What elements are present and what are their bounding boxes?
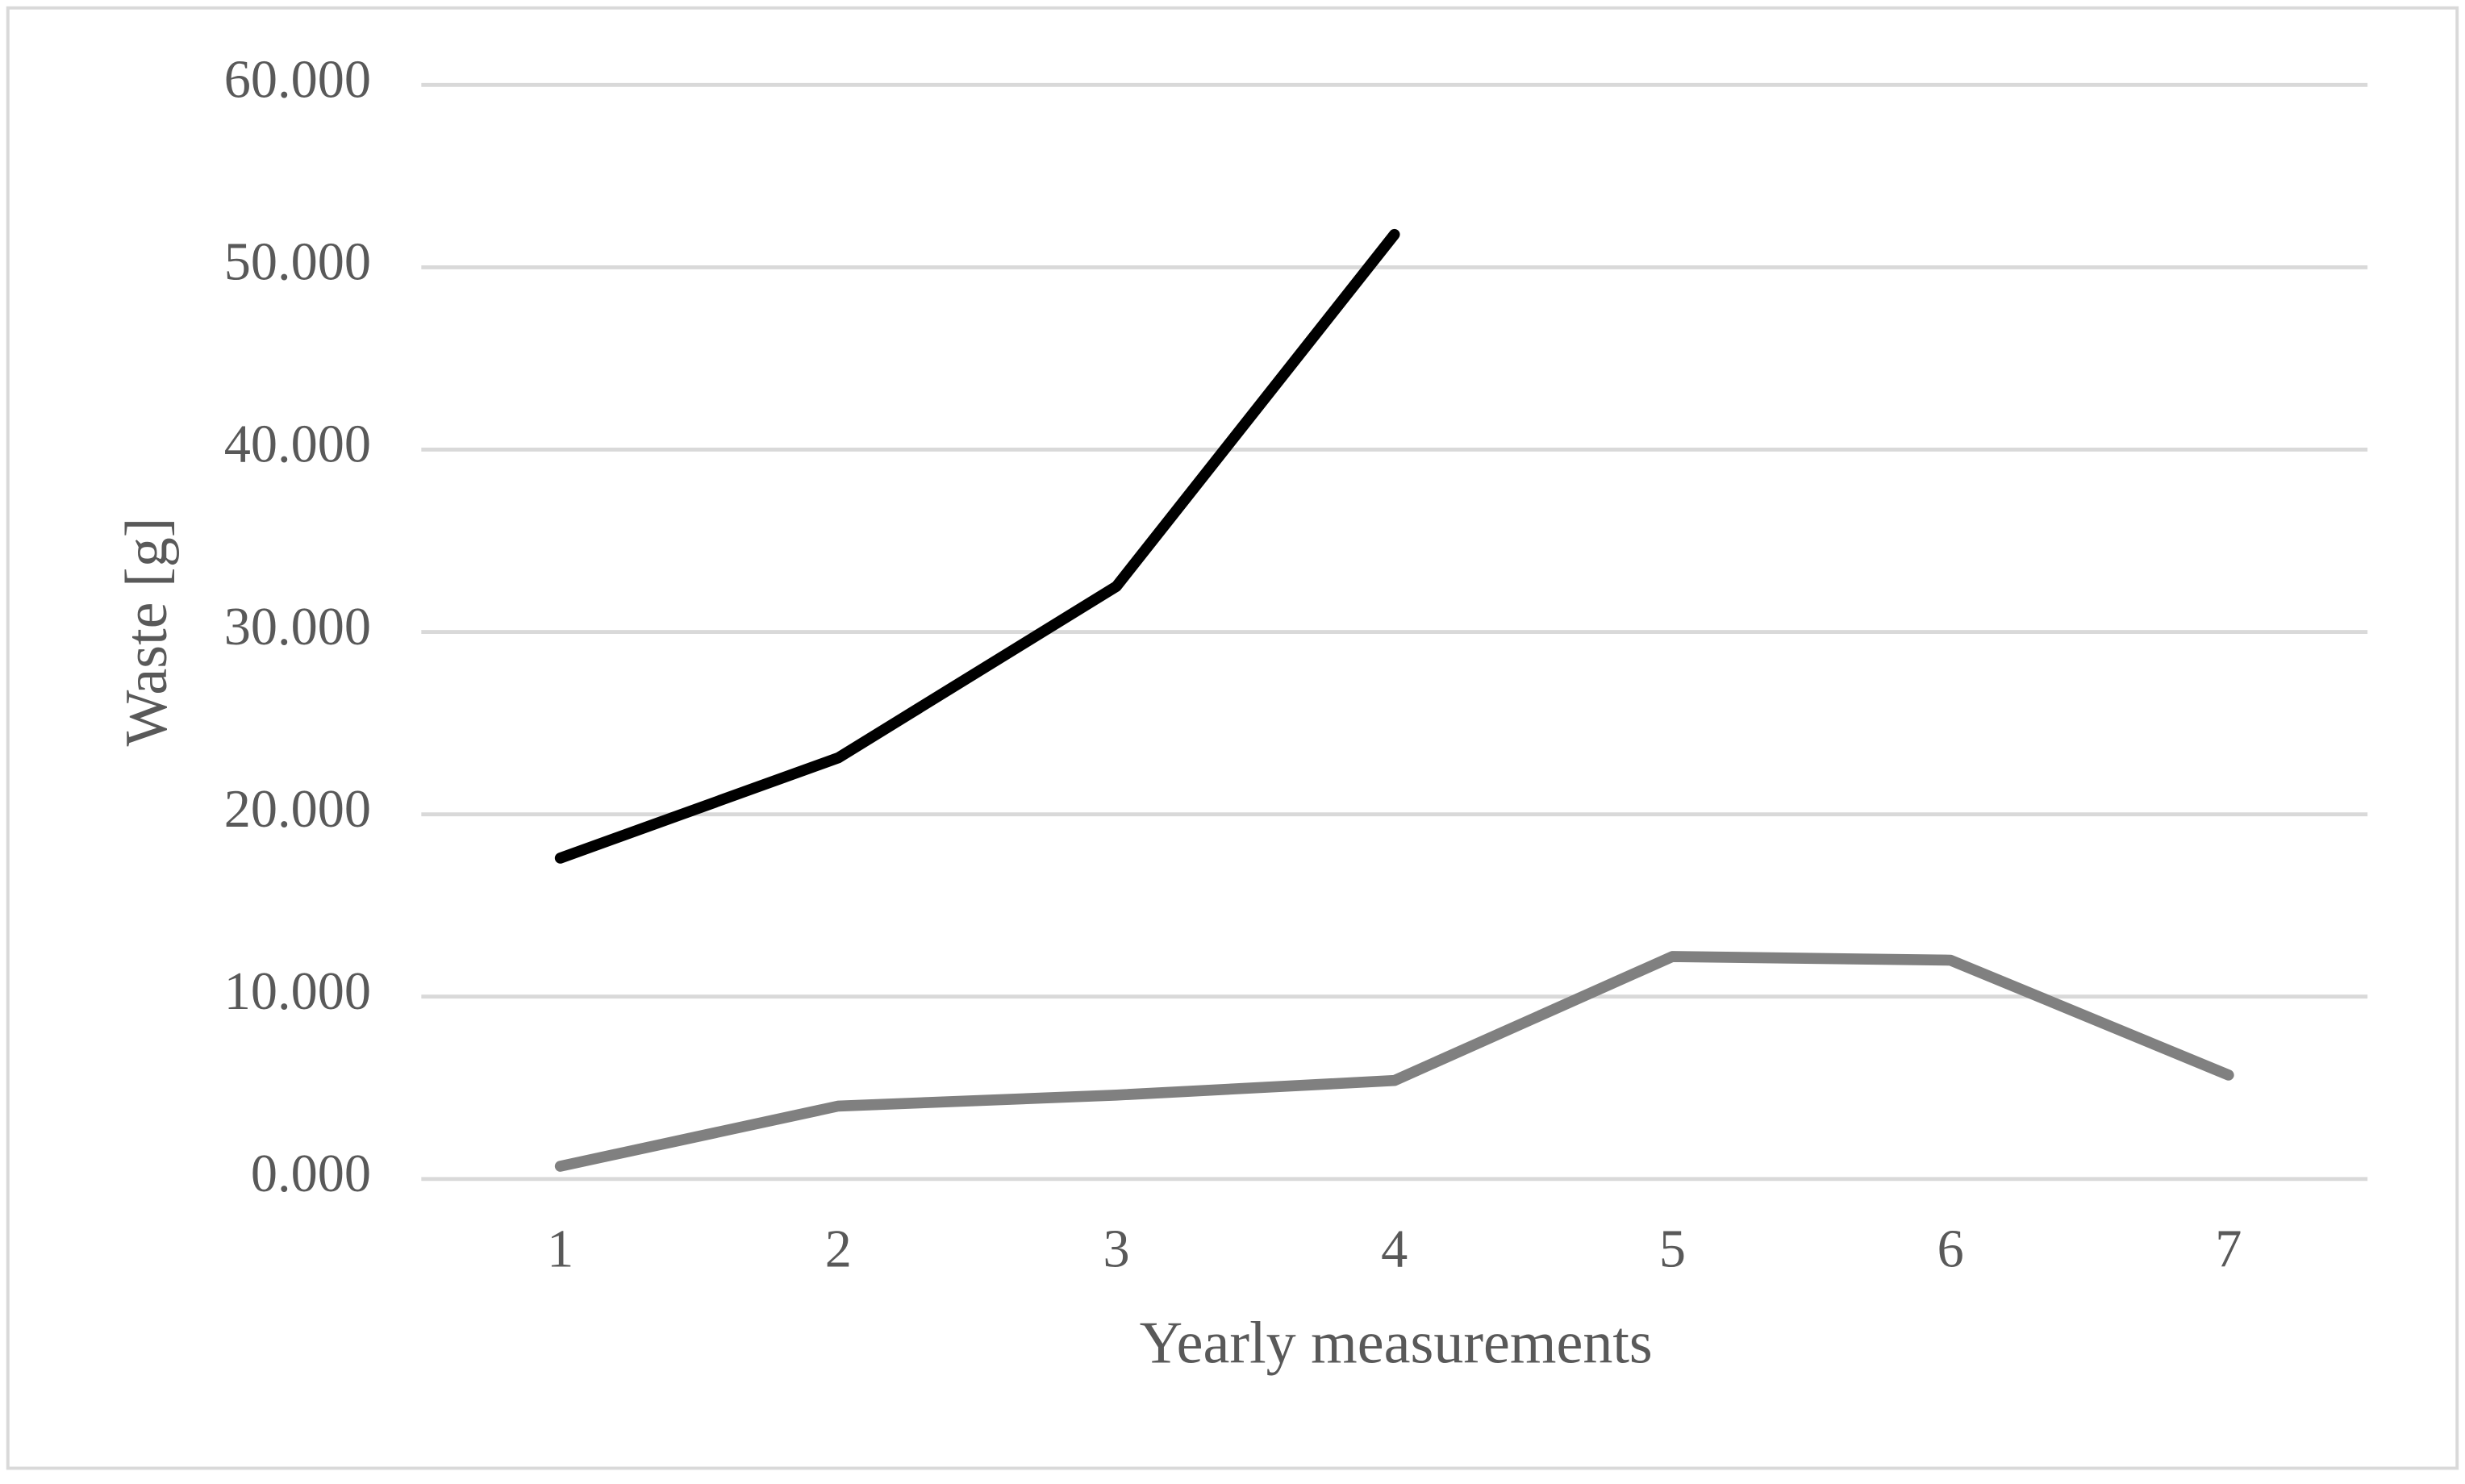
y-tick-label: 20.000: [224, 780, 371, 839]
y-axis-title: Waste [g]: [114, 518, 180, 747]
x-tick-label: 2: [825, 1220, 852, 1279]
data-line: [554, 228, 1400, 864]
x-tick-label: 7: [2215, 1220, 2242, 1279]
x-axis-title: Yearly measurements: [1140, 1310, 1653, 1376]
x-tick-label: 5: [1659, 1220, 1686, 1279]
data-line: [554, 951, 2234, 1172]
x-tick-label: 6: [1937, 1220, 1964, 1279]
y-tick-label: 0.000: [251, 1144, 371, 1203]
x-tick-label: 3: [1103, 1220, 1129, 1279]
x-tick-label: 4: [1381, 1220, 1408, 1279]
x-tick-label: 1: [547, 1220, 573, 1279]
y-tick-label: 60.000: [224, 51, 371, 110]
y-tick-label: 10.000: [224, 962, 371, 1021]
chart-border: [6, 6, 2459, 1470]
y-tick-label: 30.000: [224, 598, 371, 657]
y-tick-label: 40.000: [224, 415, 371, 474]
y-tick-label: 50.000: [224, 233, 371, 292]
